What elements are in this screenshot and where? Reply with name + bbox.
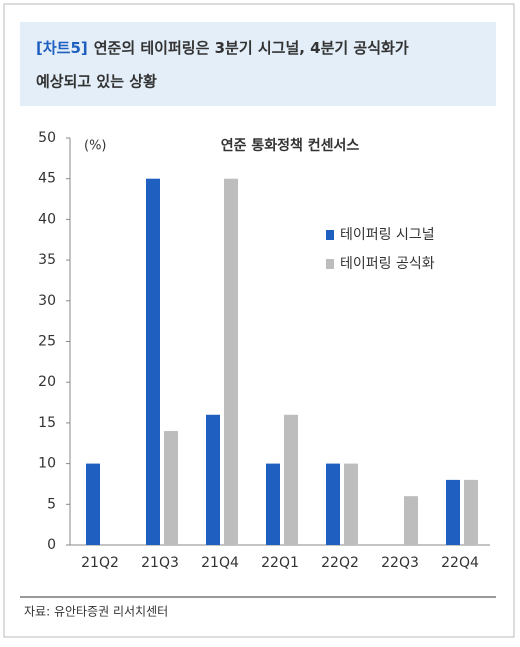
y-tick-label: 20 — [38, 374, 56, 390]
x-tick-label: 22Q1 — [261, 555, 299, 571]
legend-label: 테이퍼링 시그널 — [340, 227, 435, 243]
x-tick-label: 21Q3 — [141, 555, 179, 571]
source: 자료: 유안타증권 리서치센터 — [24, 605, 168, 619]
x-tick-label: 22Q3 — [381, 555, 419, 571]
bar — [146, 178, 160, 545]
bar — [464, 479, 478, 545]
header-title-line: 연준의 테이퍼링은 3분기 시그널, 4분기 공식화가 — [94, 39, 409, 57]
y-tick-label: 35 — [38, 252, 56, 268]
x-tick-label: 22Q4 — [441, 555, 479, 571]
bar — [326, 463, 340, 545]
header-title: [차트5] 연준의 테이퍼링은 3분기 시그널, 4분기 공식화가 — [36, 39, 409, 57]
bar — [206, 414, 220, 545]
x-tick-label: 21Q4 — [201, 555, 239, 571]
y-tick-label: 5 — [47, 496, 56, 512]
y-tick-label: 15 — [38, 415, 56, 431]
y-tick-label: 50 — [38, 130, 56, 146]
bar — [344, 463, 358, 545]
x-tick-label: 22Q2 — [321, 555, 359, 571]
y-tick-label: 45 — [38, 171, 56, 187]
legend-swatch — [326, 259, 334, 269]
y-tick-label: 40 — [38, 211, 56, 227]
y-tick-label: 0 — [47, 537, 56, 553]
bar — [404, 496, 418, 545]
y-unit: (%) — [84, 139, 107, 154]
legend-label: 테이퍼링 공식화 — [340, 256, 435, 272]
header-title-line: 예상되고 있는 상황 — [36, 73, 157, 91]
header-box — [20, 22, 496, 106]
header-label: [차트5] — [36, 39, 88, 57]
chart-title: 연준 통화정책 컨센서스 — [221, 137, 360, 154]
bar — [284, 414, 298, 545]
y-tick-label: 25 — [38, 334, 56, 350]
bar — [266, 463, 280, 545]
y-tick-label: 30 — [38, 293, 56, 309]
x-tick-label: 21Q2 — [81, 555, 119, 571]
bar — [86, 463, 100, 545]
legend-swatch — [326, 230, 334, 240]
bar — [224, 178, 238, 545]
bar — [446, 479, 460, 545]
bar — [164, 431, 178, 545]
y-tick-label: 10 — [38, 456, 56, 472]
